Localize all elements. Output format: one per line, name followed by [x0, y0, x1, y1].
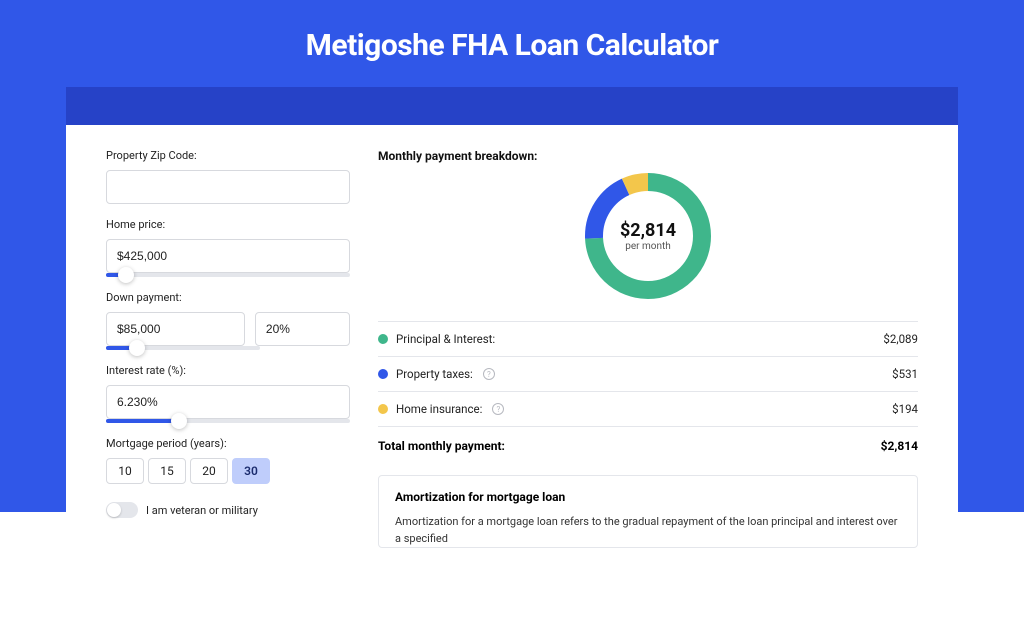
veteran-toggle[interactable]	[106, 502, 138, 518]
period-group: Mortgage period (years): 10152030	[106, 437, 350, 484]
home-price-group: Home price:	[106, 218, 350, 277]
interest-slider[interactable]	[106, 419, 350, 423]
interest-label: Interest rate (%):	[106, 364, 350, 377]
amortization-title: Amortization for mortgage loan	[395, 490, 901, 504]
interest-group: Interest rate (%):	[106, 364, 350, 423]
legend-left: Home insurance:?	[378, 402, 504, 416]
slider-thumb[interactable]	[118, 267, 134, 283]
donut-center: $2,814 per month	[585, 173, 711, 299]
donut-chart: $2,814 per month	[585, 173, 711, 299]
legend-label: Home insurance:	[396, 402, 482, 416]
veteran-label: I am veteran or military	[146, 504, 258, 517]
veteran-row: I am veteran or military	[106, 502, 350, 518]
breakdown-title: Monthly payment breakdown:	[378, 149, 918, 163]
info-icon[interactable]: ?	[492, 403, 504, 415]
legend-row-ins: Home insurance:? $194	[378, 392, 918, 426]
slider-thumb[interactable]	[129, 340, 145, 356]
period-option-15[interactable]: 15	[148, 458, 186, 484]
interest-input[interactable]	[106, 385, 350, 419]
page-title: Metigoshe FHA Loan Calculator	[66, 28, 958, 63]
amortization-text: Amortization for a mortgage loan refers …	[395, 514, 901, 547]
zip-label: Property Zip Code:	[106, 149, 350, 162]
total-value: $2,814	[881, 439, 918, 453]
period-option-10[interactable]: 10	[106, 458, 144, 484]
period-option-30[interactable]: 30	[232, 458, 270, 484]
down-payment-slider[interactable]	[106, 346, 260, 350]
slider-fill	[106, 419, 179, 423]
form-panel: Property Zip Code: Home price: Down paym…	[106, 149, 350, 625]
slider-thumb[interactable]	[171, 413, 187, 429]
page-background: Metigoshe FHA Loan Calculator Property Z…	[0, 0, 1024, 512]
period-options: 10152030	[106, 458, 350, 484]
legend-label: Principal & Interest:	[396, 332, 495, 346]
home-price-label: Home price:	[106, 218, 350, 231]
total-label: Total monthly payment:	[378, 439, 505, 453]
donut-amount: $2,814	[620, 220, 676, 241]
toggle-knob	[107, 503, 121, 517]
legend: Principal & Interest: $2,089 Property taxe…	[378, 322, 918, 426]
legend-label: Property taxes:	[396, 367, 473, 381]
info-icon[interactable]: ?	[483, 368, 495, 380]
breakdown-panel: Monthly payment breakdown: $2,814 per mo…	[378, 149, 918, 625]
down-payment-amount-input[interactable]	[106, 312, 245, 346]
legend-value: $2,089	[883, 332, 918, 346]
zip-input[interactable]	[106, 170, 350, 204]
down-payment-group: Down payment:	[106, 291, 350, 350]
legend-left: Property taxes:?	[378, 367, 495, 381]
legend-left: Principal & Interest:	[378, 332, 495, 346]
legend-value: $194	[892, 402, 918, 416]
legend-value: $531	[892, 367, 918, 381]
calculator-card: Property Zip Code: Home price: Down paym…	[66, 125, 958, 625]
total-row: Total monthly payment: $2,814	[378, 427, 918, 465]
period-label: Mortgage period (years):	[106, 437, 350, 450]
legend-dot-icon	[378, 369, 388, 379]
period-option-20[interactable]: 20	[190, 458, 228, 484]
down-payment-label: Down payment:	[106, 291, 350, 304]
home-price-input[interactable]	[106, 239, 350, 273]
donut-wrap: $2,814 per month	[378, 173, 918, 299]
down-payment-pct-input[interactable]	[255, 312, 350, 346]
home-price-slider[interactable]	[106, 273, 350, 277]
legend-row-pi: Principal & Interest: $2,089	[378, 322, 918, 356]
legend-dot-icon	[378, 404, 388, 414]
zip-group: Property Zip Code:	[106, 149, 350, 204]
donut-sub: per month	[625, 241, 671, 252]
legend-dot-icon	[378, 334, 388, 344]
legend-row-tax: Property taxes:? $531	[378, 357, 918, 391]
